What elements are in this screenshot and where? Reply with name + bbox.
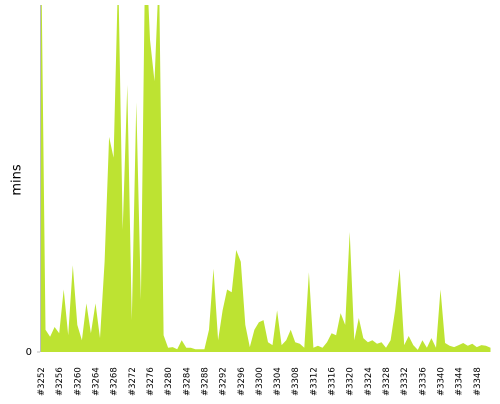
x-tick-label: #3336	[418, 367, 428, 396]
x-tick-label: #3264	[91, 367, 101, 396]
x-tick-label: #3328	[382, 367, 392, 396]
y-tick-label: 0	[26, 347, 32, 358]
x-tick-label: #3340	[437, 367, 447, 396]
x-tick-label: #3320	[346, 367, 356, 396]
x-tick-label: #3316	[328, 367, 338, 396]
x-tick-label: #3260	[73, 367, 83, 396]
x-tick-label: #3332	[400, 367, 410, 396]
x-tick-label: #3344	[455, 367, 465, 396]
x-tick-label: #3272	[128, 367, 138, 396]
x-tick-label: #3288	[200, 367, 210, 396]
x-tick-label: #3280	[164, 367, 174, 396]
x-tick-label: #3256	[55, 367, 65, 396]
x-tick-label: #3304	[273, 367, 283, 396]
x-tick-label: #3284	[182, 367, 192, 396]
x-tick-label: #3276	[146, 367, 156, 396]
x-tick-label: #3296	[237, 367, 247, 396]
x-tick-label: #3324	[364, 367, 374, 396]
x-tick-label: #3312	[309, 367, 319, 396]
x-tick-label: #3300	[255, 367, 265, 396]
x-tick-label: #3268	[110, 367, 120, 396]
x-tick-label: #3308	[291, 367, 301, 396]
area	[41, 5, 491, 352]
y-axis-label: mins	[10, 164, 25, 196]
x-tick-label: #3348	[473, 367, 483, 396]
x-tick-label: #3292	[219, 367, 229, 396]
x-tick-label: #3252	[37, 367, 47, 396]
